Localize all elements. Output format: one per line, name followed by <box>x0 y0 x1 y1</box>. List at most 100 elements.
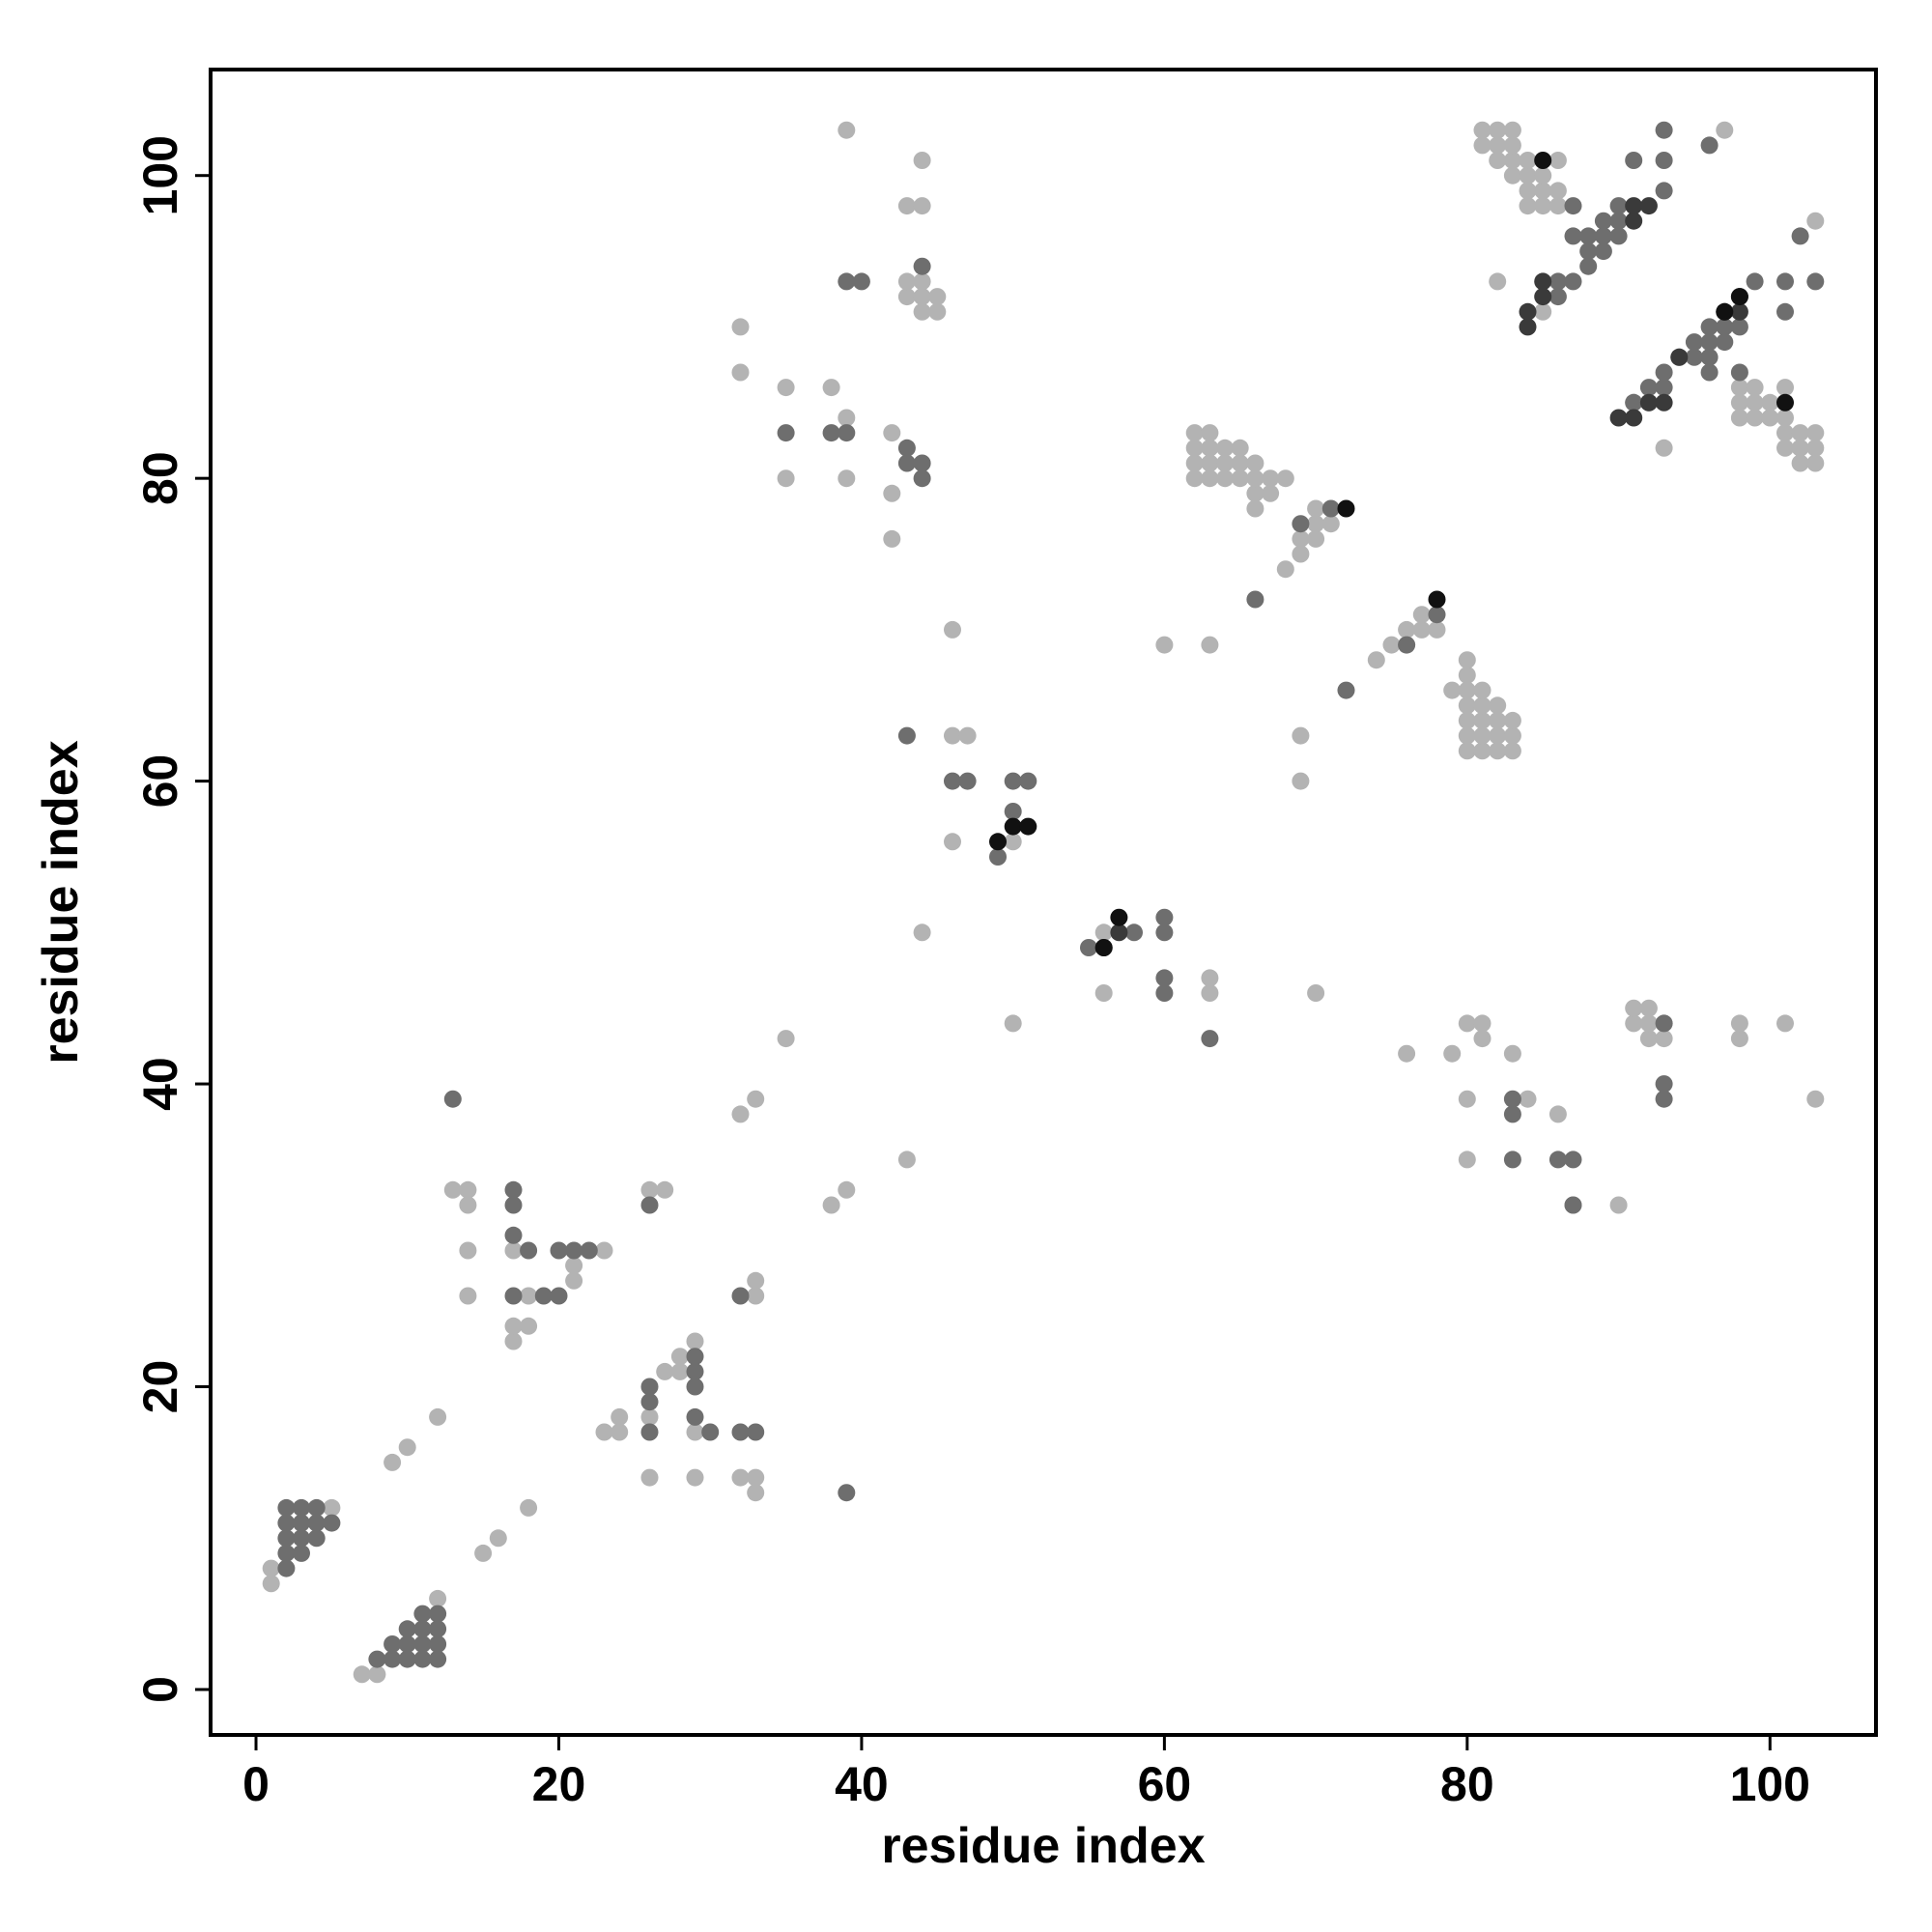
contact-point-light <box>731 363 750 382</box>
contact-point-black <box>1730 288 1748 306</box>
contact-point-light <box>838 121 856 139</box>
contact-point-medium <box>686 1378 704 1396</box>
contact-point-medium <box>429 1620 447 1638</box>
contact-point-light <box>1201 439 1219 457</box>
contact-point-medium <box>413 1650 432 1668</box>
contact-point-light <box>520 1498 538 1517</box>
contact-point-black <box>1716 302 1734 321</box>
contact-point-light <box>1519 182 1537 200</box>
contact-point-medium <box>1004 803 1022 820</box>
contact-point-light <box>656 1362 674 1380</box>
x-tick-label: 80 <box>1440 1757 1494 1811</box>
contact-point-light <box>1262 469 1280 488</box>
y-axis-title: residue index <box>33 740 89 1064</box>
y-tick-label: 20 <box>133 1360 187 1414</box>
contact-point-light <box>1489 696 1507 715</box>
data-points <box>262 121 1825 1684</box>
contact-point-light <box>1231 469 1249 488</box>
contact-point-medium <box>1503 1151 1521 1169</box>
contact-point-medium <box>1730 318 1748 336</box>
contact-point-light <box>1292 545 1310 563</box>
contact-point-medium <box>368 1650 386 1668</box>
contact-point-medium <box>1609 227 1628 245</box>
contact-point-light <box>913 302 931 321</box>
contact-point-medium <box>413 1620 432 1638</box>
contact-point-medium <box>1246 590 1264 609</box>
contact-point-light <box>1458 1151 1476 1169</box>
contact-point-light <box>1185 469 1204 488</box>
contact-point-light <box>384 1453 402 1471</box>
contact-point-light <box>1276 469 1294 488</box>
contact-point-light <box>1519 166 1537 185</box>
contact-point-light <box>897 272 916 291</box>
contact-point-medium <box>640 1378 659 1396</box>
contact-point-light <box>1761 393 1779 412</box>
contact-point-medium <box>1655 1075 1673 1094</box>
contact-point-light <box>565 1271 583 1290</box>
contact-point-light <box>928 302 947 321</box>
contact-point-light <box>1489 152 1507 169</box>
contact-point-medium <box>429 1635 447 1653</box>
contact-point-dark <box>1519 302 1537 321</box>
contact-point-light <box>1458 681 1476 699</box>
contact-point-medium <box>277 1544 296 1562</box>
contact-point-black <box>989 833 1007 851</box>
x-axis: 0 20 40 60 80 100 <box>242 1735 1810 1811</box>
contact-point-medium <box>1564 197 1582 215</box>
contact-point-medium <box>413 1605 432 1623</box>
contact-point-light <box>1428 620 1446 639</box>
contact-point-light <box>1776 409 1794 427</box>
contact-point-light <box>883 424 901 442</box>
contact-point-medium <box>443 1090 462 1108</box>
contact-point-medium <box>1655 121 1673 139</box>
contact-point-medium <box>1155 984 1174 1002</box>
contact-point-medium <box>838 1484 856 1502</box>
contact-point-light <box>822 1196 840 1214</box>
contact-point-light <box>838 409 856 427</box>
contact-point-medium <box>944 772 961 790</box>
contact-point-medium <box>1609 212 1628 230</box>
contact-point-black <box>1110 908 1128 926</box>
contact-point-medium <box>550 1241 568 1260</box>
contact-point-light <box>1458 711 1476 729</box>
contact-point-dark <box>1625 409 1643 427</box>
contact-point-medium <box>1700 348 1719 366</box>
contact-point-light <box>1458 696 1476 715</box>
contact-point-light <box>1548 182 1567 200</box>
contact-point-medium <box>1428 606 1446 624</box>
contact-point-medium <box>1019 772 1037 790</box>
contact-point-light <box>944 833 961 851</box>
contact-point-medium <box>1625 393 1643 412</box>
contact-point-light <box>747 1468 765 1487</box>
contact-point-medium <box>580 1241 598 1260</box>
contact-point-light <box>1776 439 1794 457</box>
contact-point-light <box>747 1271 765 1290</box>
contact-point-medium <box>686 1348 704 1366</box>
contact-point-light <box>1473 742 1492 760</box>
contact-point-light <box>1004 1014 1022 1033</box>
contact-point-medium <box>1639 379 1658 397</box>
contact-point-light <box>353 1665 371 1684</box>
contact-point-light <box>1639 1014 1658 1033</box>
contact-point-light <box>1382 636 1401 654</box>
contact-point-light <box>1806 212 1825 230</box>
contact-point-light <box>1398 620 1416 639</box>
contact-point-medium <box>1594 242 1612 261</box>
contact-point-light <box>1519 197 1537 215</box>
contact-point-light <box>1155 636 1174 654</box>
contact-point-light <box>1321 515 1340 533</box>
contact-point-light <box>565 1257 583 1275</box>
contact-point-light <box>1458 726 1476 745</box>
contact-point-dark <box>1655 393 1673 412</box>
contact-point-black <box>1004 817 1022 836</box>
contact-point-light <box>897 1151 916 1169</box>
contact-point-medium <box>277 1559 296 1577</box>
x-tick-label: 0 <box>242 1757 270 1811</box>
contact-point-medium <box>398 1650 416 1668</box>
contact-point-light <box>1231 454 1249 472</box>
contact-point-light <box>1746 409 1764 427</box>
contact-point-light <box>1004 833 1022 851</box>
contact-point-medium <box>989 848 1007 866</box>
